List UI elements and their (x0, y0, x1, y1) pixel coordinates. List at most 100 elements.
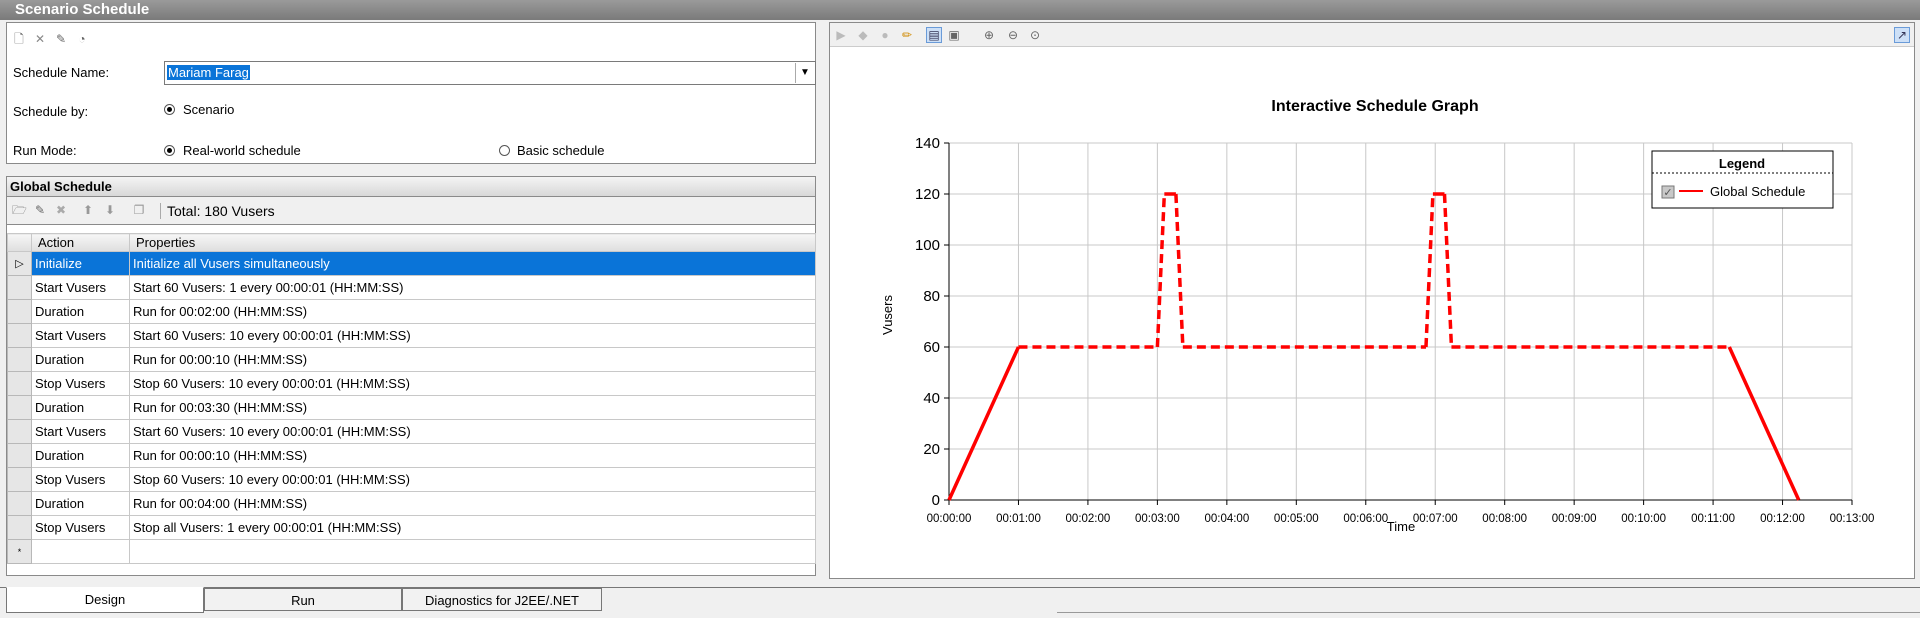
rename-icon[interactable]: ✎ (55, 32, 67, 46)
row-selector[interactable] (7, 419, 32, 444)
schedule-properties-icon[interactable]: ◔ (78, 32, 86, 46)
real-world-schedule-label: Real-world schedule (183, 143, 301, 158)
x-tick-label: 00:03:00 (1135, 513, 1180, 525)
series-segment[interactable] (947, 346, 1021, 501)
schedule-by-scenario-radio[interactable] (164, 104, 175, 115)
edit-point-icon[interactable]: ● (881, 28, 889, 42)
hide-legend-icon[interactable]: ↗ (1894, 27, 1910, 43)
zoom-reset-icon[interactable]: ⊙ (1029, 28, 1041, 42)
row-selector[interactable] (7, 299, 32, 324)
new-row[interactable]: * (7, 539, 816, 564)
table-row[interactable]: Start Vusers Start 60 Vusers: 10 every 00… (7, 419, 816, 444)
properties-cell[interactable]: Start 60 Vusers: 10 every 00:00:01 (HH:M… (129, 419, 816, 444)
basic-schedule-radio[interactable] (499, 145, 510, 156)
row-selector[interactable] (7, 323, 32, 348)
properties-cell[interactable] (129, 539, 816, 564)
properties-cell[interactable]: Initialize all Vusers simultaneously (129, 251, 816, 276)
row-selector[interactable] (7, 515, 32, 540)
action-column-header[interactable]: Action (31, 233, 130, 252)
table-row[interactable]: Duration Run for 00:02:00 (HH:MM:SS) (7, 299, 816, 324)
row-selector[interactable] (7, 371, 32, 396)
action-cell[interactable]: Start Vusers (31, 419, 130, 444)
tab-diagnostics[interactable]: Diagnostics for J2EE/.NET (402, 588, 602, 611)
schedule-graph[interactable]: Interactive Schedule Graph Vusers Time 0… (830, 48, 1914, 579)
add-action-icon[interactable]: 🗁 (12, 203, 27, 217)
properties-cell[interactable]: Stop 60 Vusers: 10 every 00:00:01 (HH:MM… (129, 371, 816, 396)
row-selector[interactable] (7, 395, 32, 420)
table-row[interactable]: Start Vusers Start 60 Vusers: 1 every 00:… (7, 275, 816, 300)
schedule-name-dropdown[interactable]: Mariam Farag ▼ (164, 61, 816, 85)
properties-cell[interactable]: Stop all Vusers: 1 every 00:00:01 (HH:MM… (129, 515, 816, 540)
action-cell[interactable]: Initialize (31, 251, 130, 276)
properties-column-header[interactable]: Properties (129, 233, 816, 252)
table-row[interactable]: ▷ Initialize Initialize all Vusers simulta… (7, 251, 816, 276)
action-cell[interactable]: Start Vusers (31, 323, 130, 348)
copy-icon[interactable]: ❐ (133, 203, 145, 217)
properties-cell[interactable]: Run for 00:00:10 (HH:MM:SS) (129, 443, 816, 468)
move-down-icon[interactable]: ⬇ (104, 203, 116, 217)
properties-cell[interactable]: Stop 60 Vusers: 10 every 00:00:01 (HH:MM… (129, 467, 816, 492)
total-vusers: Total: 180 Vusers (160, 203, 275, 219)
table-row[interactable]: Duration Run for 00:03:30 (HH:MM:SS) (7, 395, 816, 420)
action-cell[interactable]: Duration (31, 491, 130, 516)
add-point-icon[interactable]: ▶ (836, 28, 846, 42)
table-row[interactable]: Stop Vusers Stop 60 Vusers: 10 every 00:0… (7, 371, 816, 396)
new-row-icon[interactable]: * (7, 539, 32, 564)
chart-legend[interactable]: Legend ✓ Global Schedule (1651, 150, 1834, 209)
tab-run[interactable]: Run (204, 588, 402, 611)
table-row[interactable]: Stop Vusers Stop 60 Vusers: 10 every 00:0… (7, 467, 816, 492)
schedule-form-panel: 🗋 ✕ ✎ ◔ Schedule Name: Mariam Farag ▼ Sc… (6, 22, 816, 164)
properties-cell[interactable]: Run for 00:04:00 (HH:MM:SS) (129, 491, 816, 516)
series-global-schedule[interactable] (947, 192, 1801, 501)
row-selector[interactable] (7, 491, 32, 516)
delete-action-icon[interactable]: ✖ (55, 203, 67, 217)
row-pointer-icon[interactable]: ▷ (7, 251, 32, 276)
action-cell[interactable]: Duration (31, 395, 130, 420)
action-cell[interactable]: Start Vusers (31, 275, 130, 300)
properties-cell[interactable]: Start 60 Vusers: 1 every 00:00:01 (HH:MM… (129, 275, 816, 300)
move-up-icon[interactable]: ⬆ (82, 203, 94, 217)
tab-design[interactable]: Design (6, 587, 204, 613)
row-selector[interactable] (7, 275, 32, 300)
edit-action-icon[interactable]: ✎ (34, 203, 46, 217)
action-cell[interactable]: Duration (31, 347, 130, 372)
row-selector[interactable] (7, 347, 32, 372)
series-segment[interactable] (1155, 193, 1167, 348)
row-selector[interactable] (7, 467, 32, 492)
action-cell[interactable]: Stop Vusers (31, 467, 130, 492)
properties-cell[interactable]: Run for 00:00:10 (HH:MM:SS) (129, 347, 816, 372)
table-row[interactable]: Duration Run for 00:00:10 (HH:MM:SS) (7, 443, 816, 468)
properties-cell[interactable]: Start 60 Vusers: 10 every 00:00:01 (HH:M… (129, 323, 816, 348)
new-schedule-icon[interactable]: 🗋 (14, 32, 24, 46)
graph-mode-icon[interactable]: ▤ (926, 27, 942, 43)
action-cell[interactable]: Duration (31, 443, 130, 468)
x-tick-label: 00:13:00 (1830, 513, 1875, 525)
action-grid-container: Action Properties ▷ Initialize Initialize … (6, 224, 816, 576)
action-cell[interactable]: Duration (31, 299, 130, 324)
chevron-down-icon[interactable]: ▼ (795, 63, 814, 83)
pencil-icon[interactable]: ✏ (901, 28, 913, 42)
fit-icon[interactable]: ▣ (948, 28, 960, 42)
series-segment[interactable] (1424, 193, 1435, 348)
delete-point-icon[interactable]: ◆ (858, 28, 868, 42)
table-row[interactable]: Duration Run for 00:00:10 (HH:MM:SS) (7, 347, 816, 372)
properties-cell[interactable]: Run for 00:03:30 (HH:MM:SS) (129, 395, 816, 420)
zoom-in-icon[interactable]: ⊕ (983, 28, 995, 42)
run-mode-label: Run Mode: (13, 143, 77, 158)
schedule-graph-panel: ▶ ◆ ● ✏ ▤ ▣ ⊕ ⊖ ⊙ ↗ Interactive Schedule… (829, 22, 1915, 579)
series-segment[interactable] (1174, 193, 1185, 348)
series-segment[interactable] (1727, 346, 1801, 501)
row-selector[interactable] (7, 443, 32, 468)
zoom-out-icon[interactable]: ⊖ (1007, 28, 1019, 42)
table-row[interactable]: Start Vusers Start 60 Vusers: 10 every 00… (7, 323, 816, 348)
action-cell[interactable]: Stop Vusers (31, 515, 130, 540)
properties-cell[interactable]: Run for 00:02:00 (HH:MM:SS) (129, 299, 816, 324)
real-world-schedule-radio[interactable] (164, 145, 175, 156)
table-row[interactable]: Stop Vusers Stop all Vusers: 1 every 00:0… (7, 515, 816, 540)
delete-icon[interactable]: ✕ (34, 32, 46, 46)
legend-checkbox[interactable] (1661, 185, 1675, 199)
action-cell[interactable] (31, 539, 130, 564)
action-cell[interactable]: Stop Vusers (31, 371, 130, 396)
table-row[interactable]: Duration Run for 00:04:00 (HH:MM:SS) (7, 491, 816, 516)
series-segment[interactable] (1442, 193, 1454, 348)
